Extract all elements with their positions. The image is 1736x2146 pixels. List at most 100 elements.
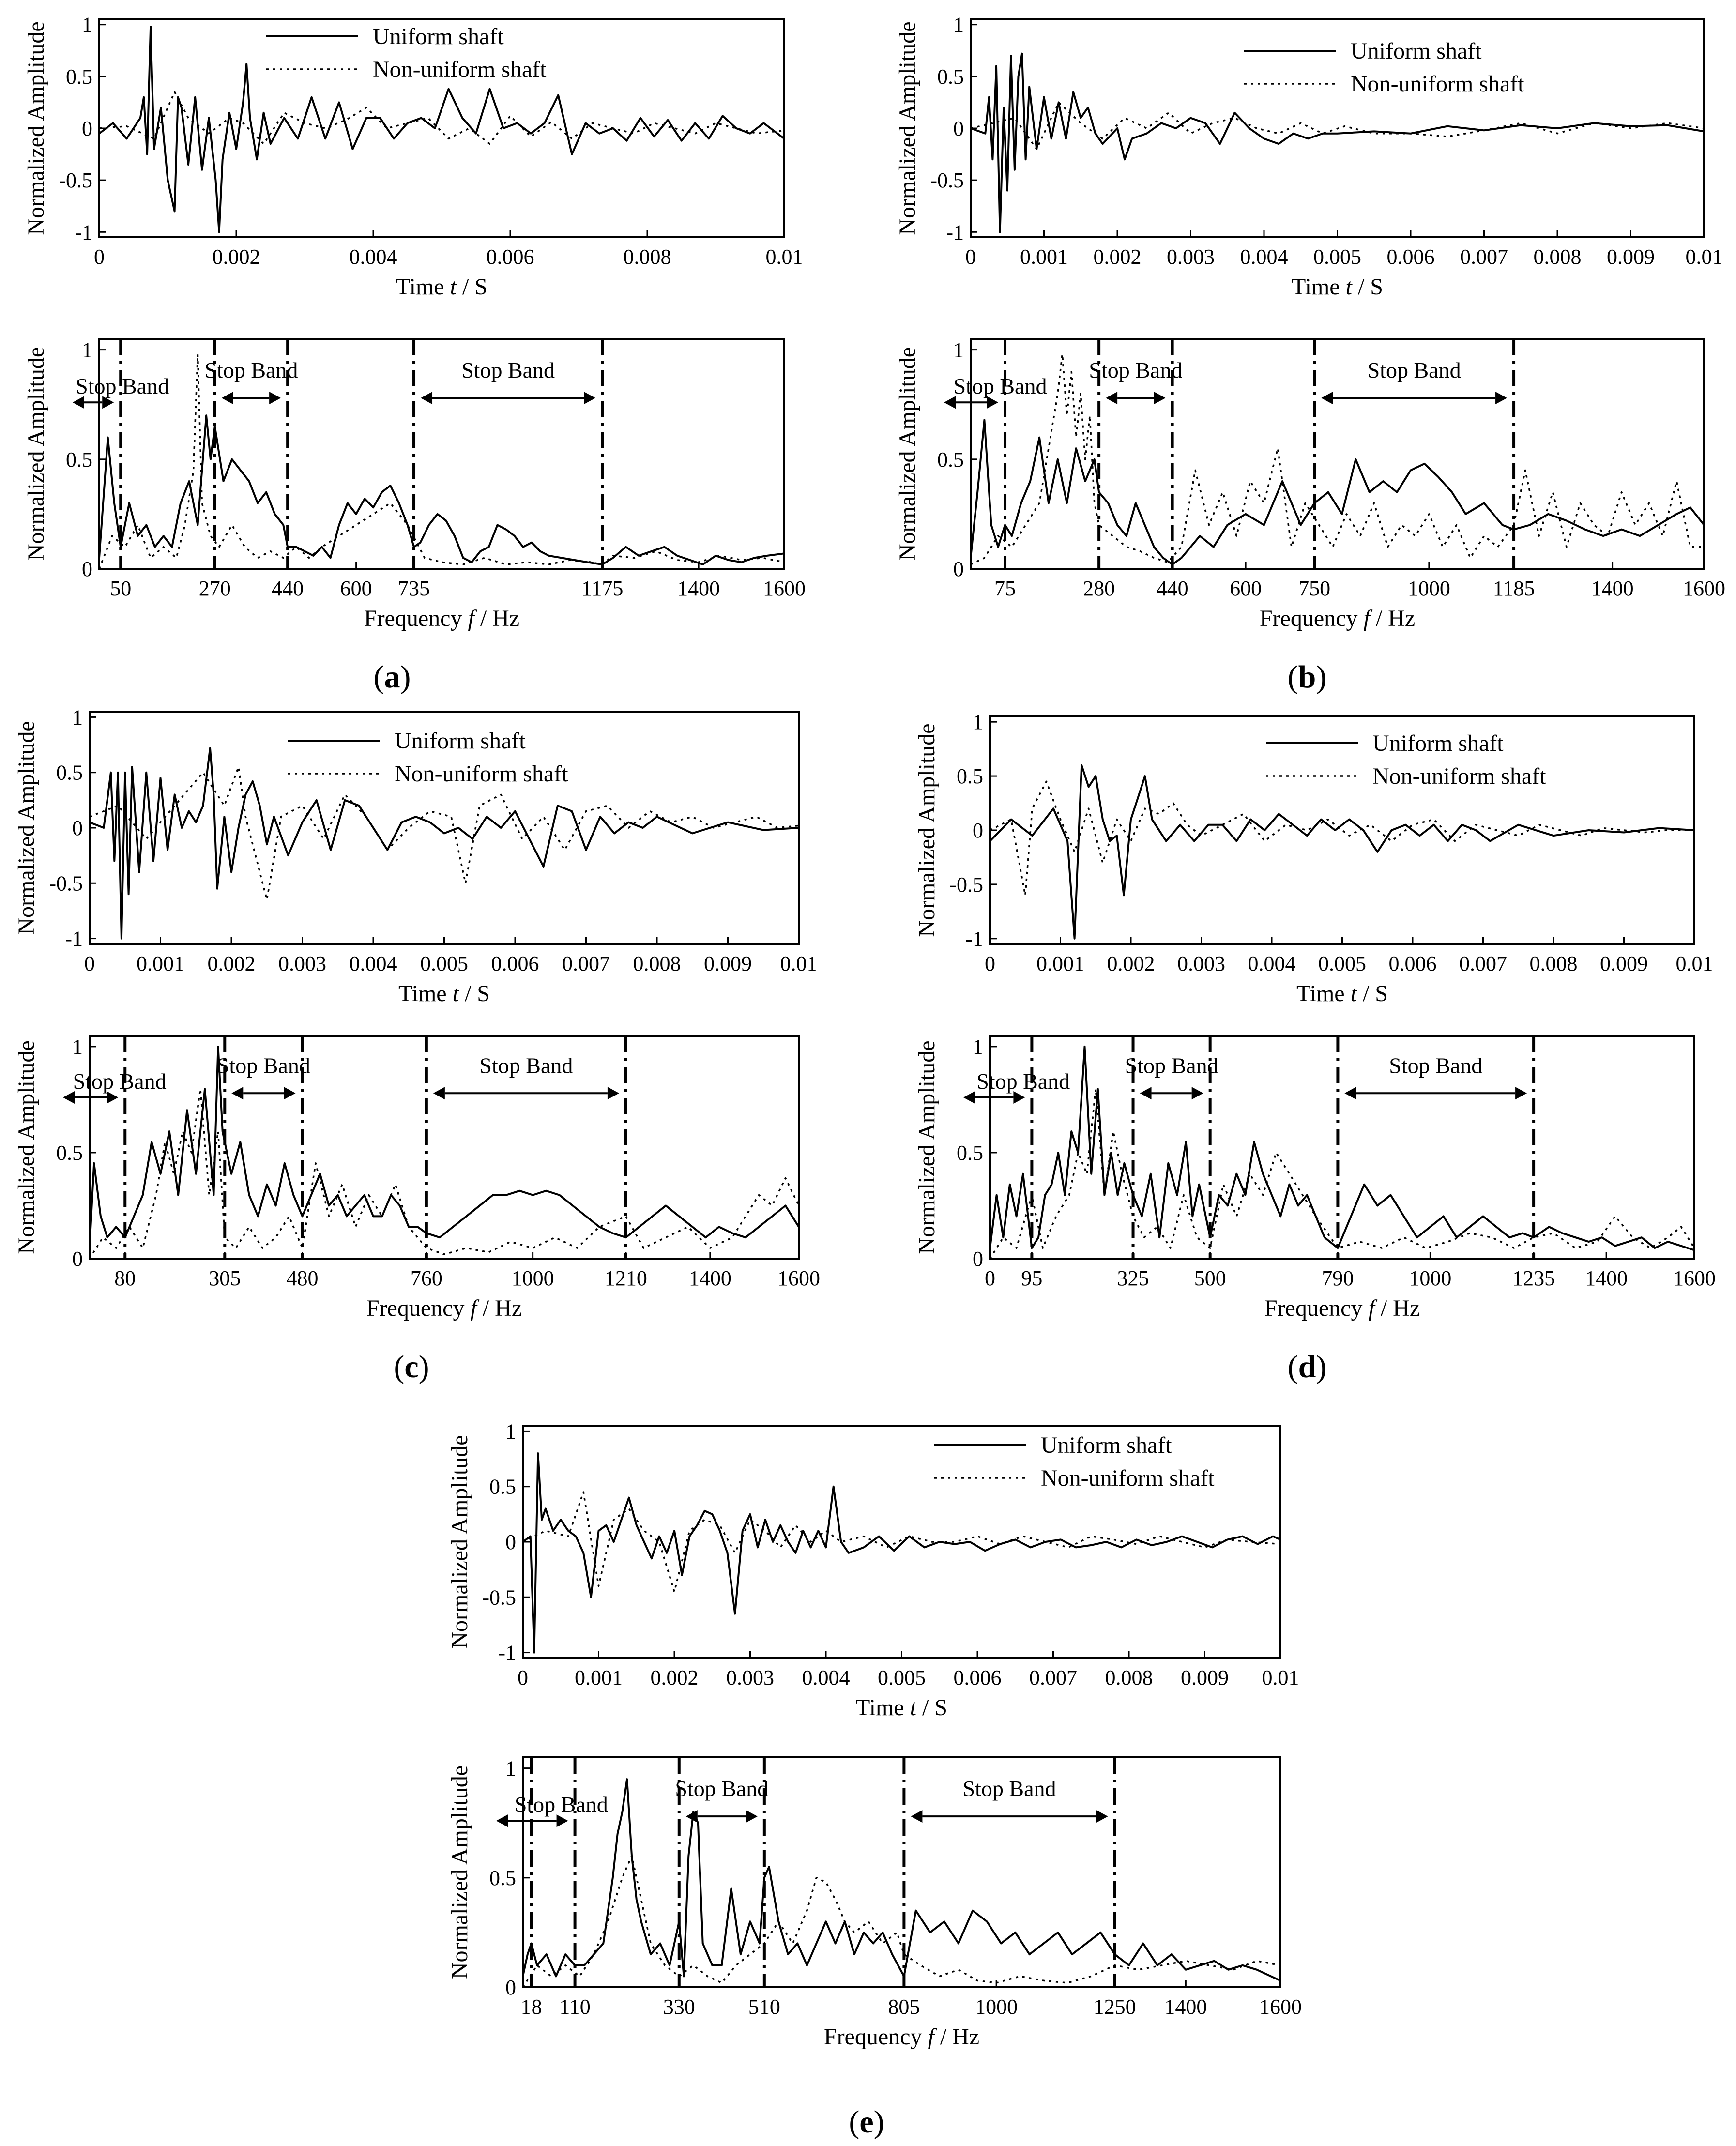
y-tick-label: 0.5 [66,65,92,89]
x-axis-label-part: t [1345,981,1358,1006]
uniform-shaft-line [522,1778,1281,1982]
x-tick-label: 0.005 [1313,245,1361,269]
y-tick-label: 0.5 [489,1475,516,1499]
uniform-shaft-line [89,1045,800,1248]
x-axis-label-part: Hz [489,1295,522,1321]
x-tick-label: 0.004 [1240,245,1288,269]
stop-band-label: Stop Band [976,1069,1070,1094]
panel-e-time: 0 0.001 0.002 0.003 0.004 0.005 0.006 0.007 0.00… [447,1419,1299,1720]
y-tick-label: 0 [973,1247,983,1271]
x-axis-label-part: Time [396,274,444,300]
stop-band-label: Stop Band [954,374,1047,398]
x-axis-label: Frequency f / Hz [1264,1295,1420,1321]
x-tick-label: 0.005 [878,1666,926,1689]
panel-a-time: 0 0.002 0.004 0.006 0.008 0.01 1 0.5 0 -0.5 -1 Time… [23,13,803,300]
legend-non-uniform-label: Non-uniform shaft [1041,1465,1215,1491]
x-tick-label: 0.001 [1020,245,1068,269]
x-tick-label: 500 [1194,1266,1226,1290]
x-axis-label-part: Frequency [824,2024,922,2050]
x-tick-label: 0.001 [137,952,184,975]
x-tick-label: 280 [1083,577,1115,600]
x-tick-label: 0 [94,245,105,269]
y-tick-label: 1 [953,338,964,362]
stop-band-label: Stop Band [675,1776,768,1801]
y-tick-label: 1 [72,705,83,729]
arrow-head-left [63,1091,75,1104]
non-uniform-shaft-line [990,780,1694,897]
x-axis-label: Time t / S [856,1695,947,1720]
uniform-shaft-line [98,414,785,565]
non-uniform-shaft-line [970,353,1704,565]
legend-non-uniform-label: Non-uniform shaft [1372,763,1546,789]
x-tick-label: 440 [1157,577,1188,600]
plot-frame [522,1425,1281,1659]
arrow-head-right [1096,1810,1108,1823]
x-tick-label: 0.004 [350,245,397,269]
x-tick-label: 0.004 [1248,952,1296,975]
legend-uniform-label: Uniform shaft [1372,731,1504,756]
panel-d-freq: 0 95 325 500 790 1000 1235 1400 1600 1 0.5 0 Stop Ba… [914,1035,1716,1321]
y-tick-label: 0 [953,117,964,140]
x-tick-label: 0.008 [1530,952,1578,975]
stop-band-label: Stop Band [217,1053,310,1078]
arrow-head-right [746,1810,758,1823]
x-axis-label-part: / [1352,274,1365,300]
panel-caption-part: ) [419,1349,429,1385]
x-axis-label-part: / [459,981,472,1006]
panel-caption: (e) [849,2104,884,2140]
plot-frame [970,18,1705,238]
x-tick-label: 0.001 [575,1666,623,1689]
x-tick-label: 1400 [1585,1266,1628,1290]
x-tick-label: 0.008 [633,952,681,975]
y-tick-label: 0.5 [56,1141,83,1165]
x-tick-label: 0.004 [350,952,397,975]
x-tick-label: 0.01 [766,245,803,269]
x-tick-label: 0.009 [1181,1666,1229,1689]
panel-caption-part: d [1298,1349,1316,1385]
x-tick-label: 0.007 [1460,245,1508,269]
y-tick-label: -1 [498,1641,516,1665]
arrow-head-right [584,392,596,405]
arrow-head-left [433,1087,445,1100]
x-tick-label: 0.005 [1318,952,1366,975]
panel-caption-part: c [404,1349,418,1385]
x-axis-label-part: Frequency [366,1295,465,1321]
y-tick-label: 1 [505,1757,516,1781]
x-tick-label: 0.008 [624,245,671,269]
y-tick-label: -1 [65,927,83,951]
legend-uniform-label: Uniform shaft [1041,1432,1172,1458]
panel-caption-part: ( [1288,659,1298,695]
arrow-head-right [1515,1087,1527,1100]
arrow-head-left [496,1814,508,1827]
plot-frame [989,715,1695,945]
x-tick-label: 0.006 [1389,952,1437,975]
x-tick-label: 1000 [512,1266,554,1290]
x-axis-label-part: Time [856,1695,904,1720]
stop-band-label: Stop Band [1125,1053,1218,1078]
legend-non-uniform-label: Non-uniform shaft [1351,71,1524,97]
arrow-head-right [1154,392,1166,405]
y-tick-label: 0.5 [957,764,983,788]
panel-caption-part: ) [400,659,411,695]
plot-frame [522,1756,1281,1988]
panel-caption-part: ) [1316,1349,1326,1385]
x-tick-label: 0.004 [802,1666,850,1689]
x-tick-label: 1175 [581,577,623,600]
x-tick-label: 0.007 [1029,1666,1077,1689]
arrow-head-left [421,392,433,405]
legend-e: Uniform shaft Non-uniform shaft [934,1432,1215,1491]
x-tick-label: 0.002 [213,245,260,269]
x-axis-label: Time t / S [396,274,487,300]
arrow-head-left [231,1087,244,1100]
x-tick-label: 1400 [689,1266,731,1290]
y-tick-label: 1 [505,1419,516,1443]
x-axis-label-part: t [904,1695,917,1720]
x-tick-label: 1400 [677,577,720,600]
x-tick-label: 0 [985,1266,995,1290]
non-uniform-shaft-line [99,91,785,145]
x-tick-label: 1600 [1673,1266,1716,1290]
y-tick-label: 1 [973,710,983,734]
stop-band-label: Stop Band [1389,1053,1482,1078]
y-axis-label: Normalized Amplitude [895,21,920,235]
y-tick-label: 1 [953,13,964,37]
